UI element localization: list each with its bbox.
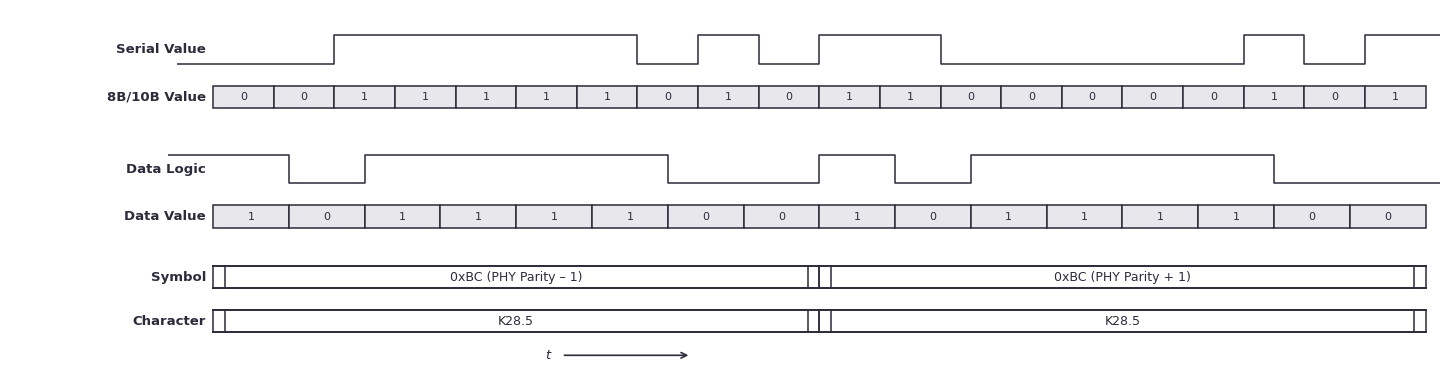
Bar: [517, 205, 592, 228]
Text: 0: 0: [968, 92, 975, 102]
Bar: [1274, 205, 1349, 228]
Bar: [1198, 205, 1274, 228]
Bar: [831, 266, 1414, 288]
Bar: [225, 310, 808, 332]
Bar: [1001, 86, 1061, 108]
Text: 1: 1: [1233, 212, 1240, 222]
Bar: [638, 86, 698, 108]
Text: 1: 1: [1081, 212, 1089, 222]
Text: 0: 0: [930, 212, 936, 222]
Bar: [971, 205, 1047, 228]
Text: 1: 1: [550, 212, 557, 222]
Bar: [274, 86, 334, 108]
Text: 1: 1: [724, 92, 732, 102]
Bar: [880, 86, 940, 108]
Bar: [1349, 205, 1426, 228]
Text: 1: 1: [907, 92, 914, 102]
Text: t: t: [544, 349, 550, 362]
Bar: [819, 86, 880, 108]
Text: 0: 0: [664, 92, 671, 102]
Text: 1: 1: [847, 92, 852, 102]
Bar: [1047, 205, 1123, 228]
Text: 1: 1: [543, 92, 550, 102]
Bar: [896, 205, 971, 228]
Text: 1: 1: [603, 92, 611, 102]
Bar: [1244, 86, 1305, 108]
Text: 8B/10B Value: 8B/10B Value: [107, 90, 206, 103]
Text: 1: 1: [399, 212, 406, 222]
Text: K28.5: K28.5: [498, 315, 534, 328]
Text: 0: 0: [1210, 92, 1217, 102]
Text: 1: 1: [475, 212, 482, 222]
Bar: [1061, 86, 1123, 108]
Text: Symbol: Symbol: [151, 271, 206, 284]
Text: 0: 0: [1028, 92, 1035, 102]
Text: Data Logic: Data Logic: [127, 163, 206, 176]
Text: 1: 1: [248, 212, 255, 222]
Bar: [1365, 86, 1426, 108]
Text: 0: 0: [703, 212, 708, 222]
Text: 1: 1: [482, 92, 490, 102]
Text: Data Value: Data Value: [124, 210, 206, 223]
Bar: [1123, 86, 1184, 108]
Text: 1: 1: [1005, 212, 1012, 222]
Bar: [577, 86, 638, 108]
Bar: [759, 86, 819, 108]
Bar: [831, 310, 1414, 332]
Bar: [517, 86, 577, 108]
Text: 0: 0: [301, 92, 308, 102]
Text: 0: 0: [1309, 212, 1315, 222]
Bar: [289, 205, 364, 228]
Bar: [334, 86, 395, 108]
Bar: [940, 86, 1001, 108]
Bar: [592, 205, 668, 228]
Text: 0: 0: [1089, 92, 1096, 102]
Bar: [1123, 205, 1198, 228]
Text: 0: 0: [778, 212, 785, 222]
Text: 0: 0: [1384, 212, 1391, 222]
Bar: [225, 266, 808, 288]
Text: 1: 1: [361, 92, 369, 102]
Bar: [819, 205, 896, 228]
Bar: [441, 205, 517, 228]
Text: 0: 0: [240, 92, 246, 102]
Text: 1: 1: [1270, 92, 1277, 102]
Bar: [1184, 86, 1244, 108]
Bar: [395, 86, 455, 108]
Bar: [743, 205, 819, 228]
Bar: [698, 86, 759, 108]
Text: 1: 1: [854, 212, 861, 222]
Text: 0: 0: [324, 212, 330, 222]
Text: Serial Value: Serial Value: [117, 43, 206, 56]
Text: 0: 0: [786, 92, 792, 102]
Bar: [668, 205, 743, 228]
Text: Character: Character: [132, 315, 206, 328]
Bar: [213, 86, 274, 108]
Text: K28.5: K28.5: [1104, 315, 1140, 328]
Text: 1: 1: [422, 92, 429, 102]
Text: 0: 0: [1331, 92, 1338, 102]
Text: 0: 0: [1149, 92, 1156, 102]
Bar: [1305, 86, 1365, 108]
Bar: [364, 205, 441, 228]
Text: 0xBC (PHY Parity + 1): 0xBC (PHY Parity + 1): [1054, 271, 1191, 284]
Text: 1: 1: [1156, 212, 1164, 222]
Bar: [213, 205, 289, 228]
Text: 1: 1: [626, 212, 634, 222]
Bar: [455, 86, 517, 108]
Text: 1: 1: [1392, 92, 1398, 102]
Text: 0xBC (PHY Parity – 1): 0xBC (PHY Parity – 1): [449, 271, 583, 284]
